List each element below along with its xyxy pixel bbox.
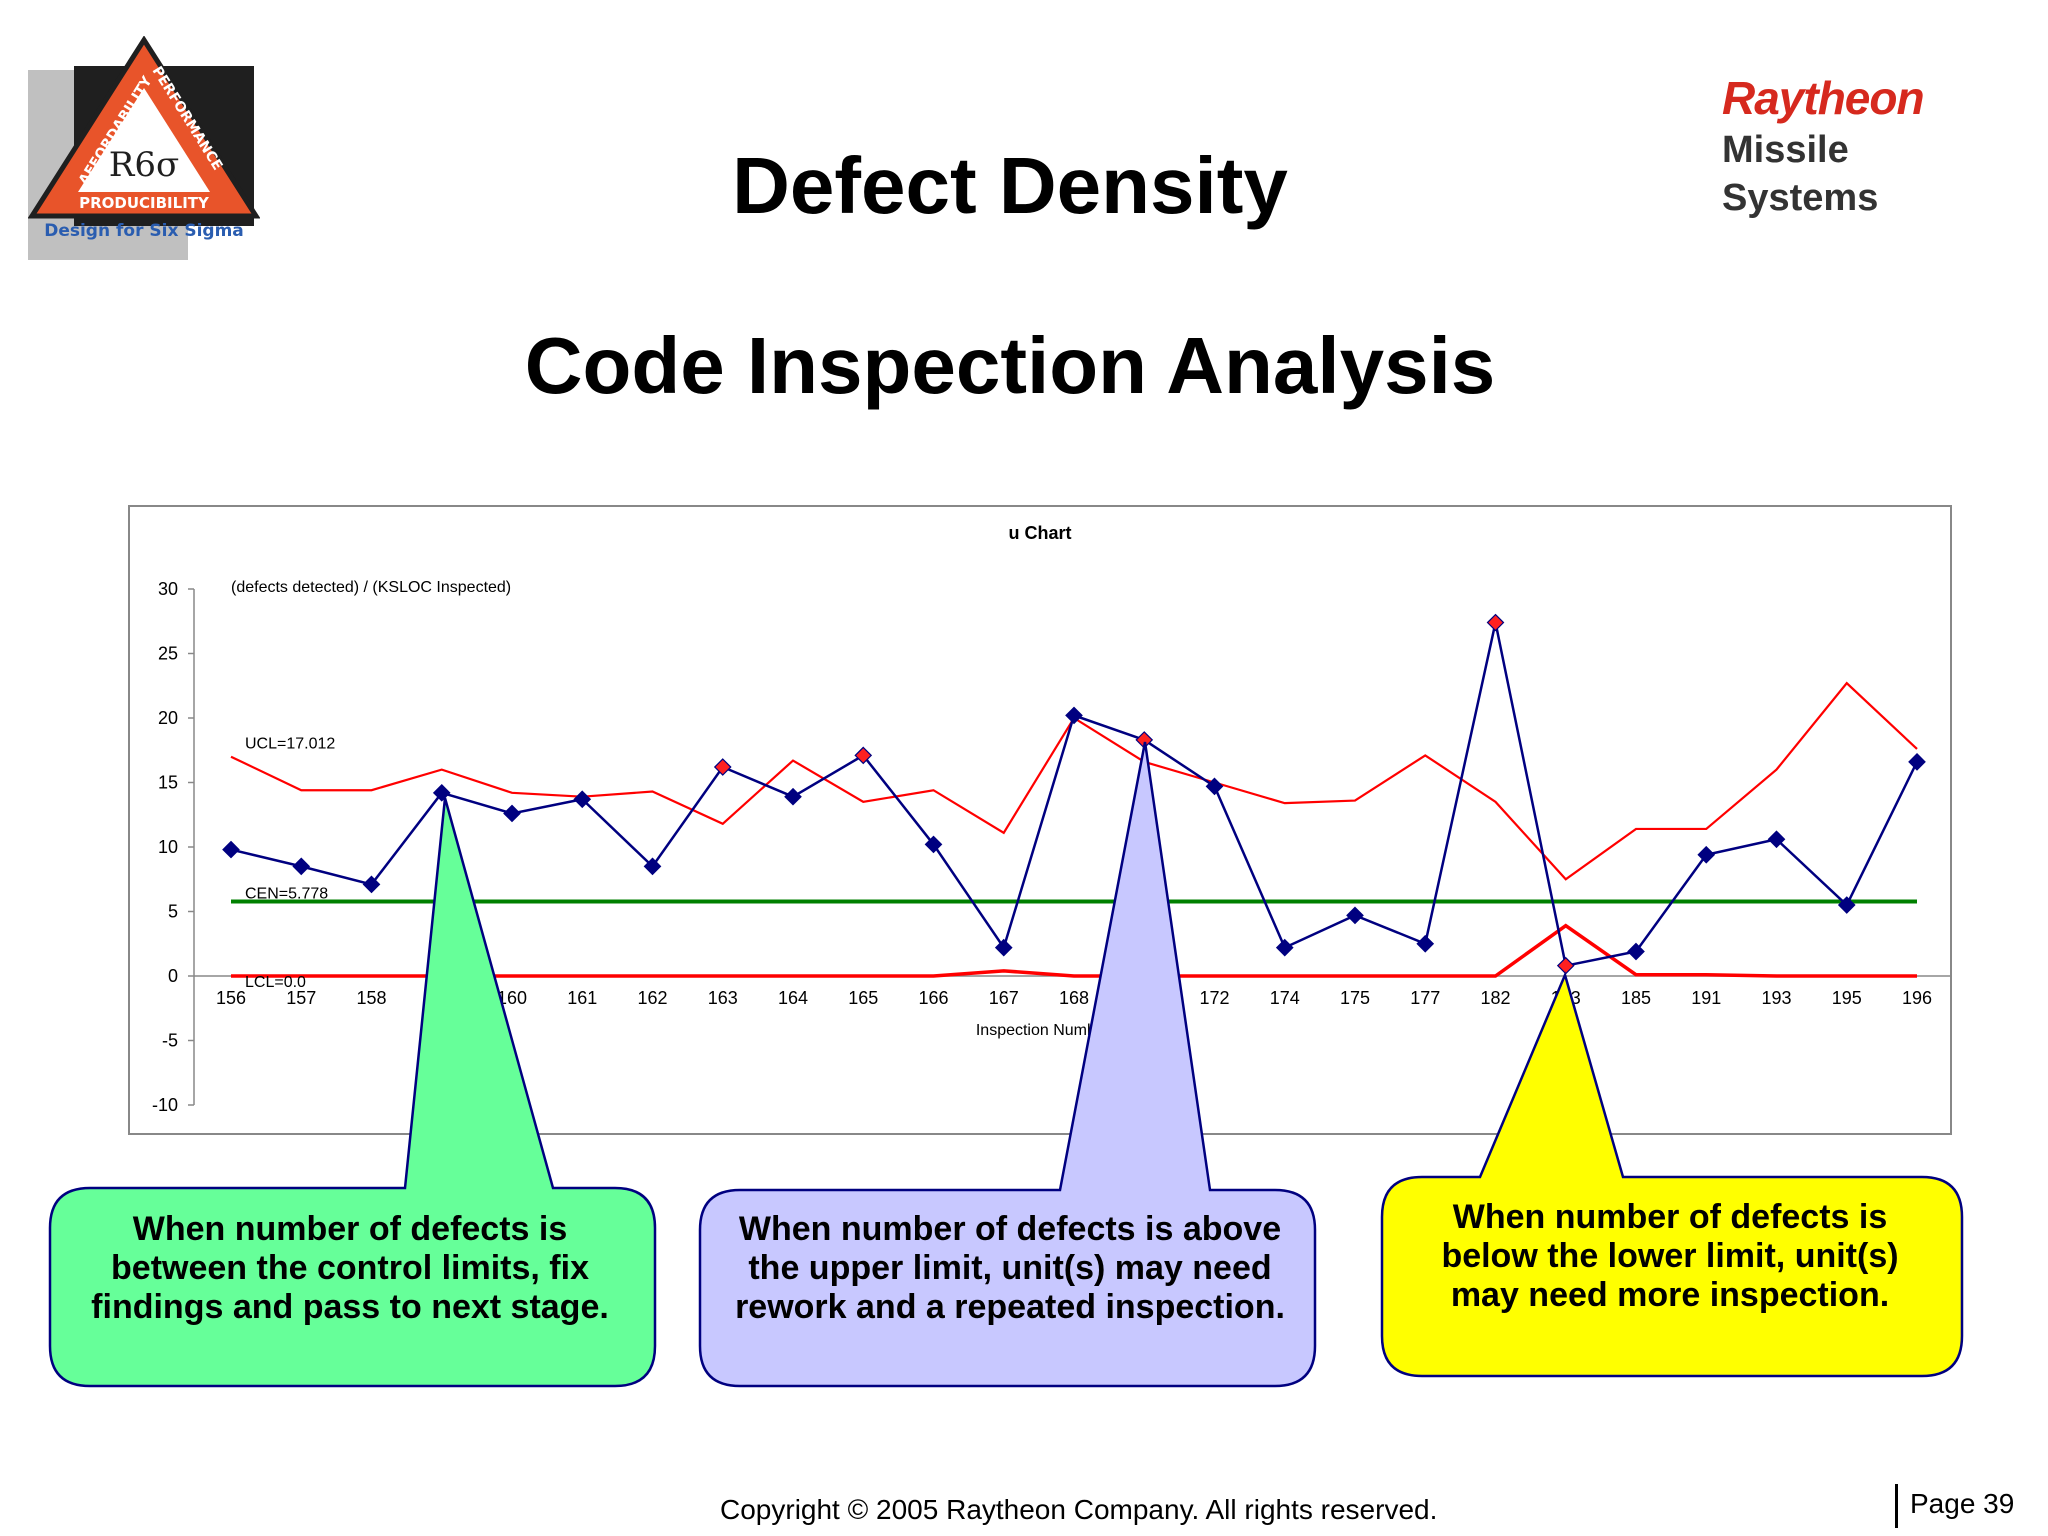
x-tick-label: 195 — [1832, 988, 1862, 1008]
x-tick-label: 157 — [286, 988, 316, 1008]
footer-copyright: Copyright © 2005 Raytheon Company. All r… — [720, 1494, 1438, 1525]
chart-title: u Chart — [1009, 523, 1072, 543]
out-of-control-point — [1486, 613, 1505, 632]
out-of-control-point — [854, 746, 873, 765]
logo-mark: R6σ — [109, 145, 179, 185]
y-tick-label: 25 — [158, 644, 178, 664]
y-tick-label: 20 — [158, 708, 178, 728]
ucl-label: UCL=17.012 — [245, 736, 335, 753]
data-point — [573, 790, 592, 809]
x-tick-label: 163 — [708, 988, 738, 1008]
slide-subtitle: Code Inspection Analysis — [524, 321, 1496, 410]
data-point — [362, 875, 381, 894]
chart-ylabel: (defects detected) / (KSLOC Inspected) — [231, 579, 511, 596]
x-tick-label: 185 — [1621, 988, 1651, 1008]
out-of-control-point — [713, 758, 732, 776]
y-tick-label: 0 — [168, 966, 178, 986]
data-point — [924, 835, 943, 854]
x-tick-label: 162 — [637, 988, 667, 1008]
x-tick-label: 175 — [1340, 988, 1370, 1008]
data-point — [432, 783, 451, 802]
callout-purple — [698, 741, 1317, 1388]
callout-yellow — [1380, 971, 1964, 1378]
y-tick-label: 5 — [168, 902, 178, 922]
chart-frame — [128, 505, 1952, 1135]
x-tick-label: 160 — [497, 988, 527, 1008]
data-point — [222, 840, 240, 859]
x-tick-label: 156 — [216, 988, 246, 1008]
data-point — [1065, 706, 1083, 725]
brand-name: Raytheon — [1722, 72, 1925, 124]
callout-purple-text: When number of defects is above the uppe… — [735, 1210, 1285, 1326]
slide-title: Defect Density — [732, 141, 1288, 230]
data-point — [784, 787, 802, 806]
x-tick-label: 158 — [356, 988, 386, 1008]
data-point — [1767, 830, 1786, 849]
y-tick-label: 30 — [158, 579, 178, 599]
y-tick-label: 10 — [158, 837, 178, 857]
x-tick-label: 191 — [1691, 988, 1721, 1008]
footer-divider — [1895, 1484, 1898, 1528]
x-tick-label: 164 — [778, 988, 808, 1008]
data-point — [1837, 896, 1856, 914]
page-number: Page 39 — [1910, 1488, 2015, 1519]
callout-green-text: When number of defects is between the co… — [91, 1210, 609, 1326]
data-point — [292, 857, 311, 876]
x-tick-label: 166 — [918, 988, 948, 1008]
x-tick-label: 196 — [1902, 988, 1932, 1008]
cen-label: CEN=5.778 — [245, 885, 328, 902]
lcl-line — [231, 923, 1917, 978]
y-tick-label: -5 — [162, 1031, 178, 1051]
callout-green — [48, 797, 657, 1388]
data-point — [1697, 845, 1716, 864]
y-tick-label: -10 — [152, 1095, 178, 1115]
x-tick-label: 193 — [1761, 988, 1791, 1008]
data-point — [1627, 942, 1645, 961]
raytheon-logo: Raytheon Missile Systems — [1722, 72, 2012, 222]
data-point — [1908, 753, 1926, 771]
x-tick-label: 174 — [1270, 988, 1300, 1008]
series-layer: UCL=17.012 CEN=5.778 LCL=0.0 — [222, 613, 1926, 991]
x-tick-label: 161 — [567, 988, 597, 1008]
data-point — [1346, 906, 1364, 925]
data-point — [994, 938, 1013, 957]
y-tick-label: 15 — [158, 773, 178, 793]
data-point — [503, 804, 521, 823]
chart-xlabel: Inspection Number — [976, 1022, 1111, 1039]
data-point — [643, 857, 662, 876]
logo-producibility: PRODUCIBILITY — [79, 194, 210, 212]
six-sigma-logo: AFFORDABILITY PERFORMANCE R6σ PRODUCIBIL… — [28, 36, 260, 260]
x-tick-label: 177 — [1410, 988, 1440, 1008]
data-point — [1205, 777, 1224, 796]
logo-name: Design for Six Sigma — [44, 221, 244, 241]
x-tick-label: 172 — [1199, 988, 1229, 1008]
x-tick-label: 165 — [848, 988, 878, 1008]
data-point — [1416, 934, 1435, 953]
callout-layer — [48, 741, 1964, 1388]
x-tick-label: 167 — [989, 988, 1019, 1008]
callout-yellow-text: When number of defects is below the lowe… — [1441, 1198, 1899, 1314]
lcl-label: LCL=0.0 — [245, 974, 306, 991]
data-point — [1275, 938, 1294, 957]
x-tick-label: 182 — [1480, 988, 1510, 1008]
x-tick-label: 168 — [1059, 988, 1089, 1008]
brand-division: Missile Systems — [1722, 129, 1879, 219]
